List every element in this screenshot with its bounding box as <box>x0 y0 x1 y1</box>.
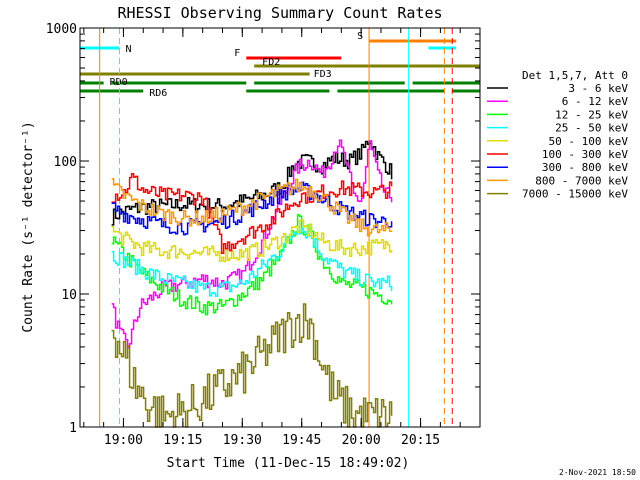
flag-label: S <box>357 31 363 42</box>
legend-label: 7000 - 15000 keV <box>522 188 628 201</box>
series-line <box>111 181 393 236</box>
series-line <box>111 139 393 349</box>
flag-label: N <box>125 44 131 55</box>
flag-label: FD2 <box>262 57 280 68</box>
x-axis-label: Start Time (11-Dec-15 18:49:02) <box>167 456 410 471</box>
footer-date: 2-Nov-2021 18:50 <box>559 468 636 477</box>
x-tick-label: 19:45 <box>282 433 321 448</box>
legend-title: Det 1,5,7, Att 0 <box>522 69 628 82</box>
x-tick-label: 19:00 <box>104 433 143 448</box>
x-tick-label: 19:15 <box>163 433 202 448</box>
plot-frame <box>79 27 481 428</box>
x-tick-label: 19:30 <box>223 433 262 448</box>
x-tick-label: 20:00 <box>342 433 381 448</box>
series-line <box>111 219 393 263</box>
y-axis: 1 10 100 1000 <box>46 22 480 436</box>
flag-label: FD3 <box>314 69 332 80</box>
legend-label: 800 - 7000 keV <box>535 174 628 187</box>
legend-label: 100 - 300 keV <box>542 148 628 161</box>
series-line <box>111 173 393 254</box>
legend-label: 50 - 100 keV <box>549 135 629 148</box>
flag-label: RD6 <box>149 88 167 99</box>
series-line <box>111 178 393 237</box>
chart-title: RHESSI Observing Summary Count Rates <box>117 4 442 22</box>
x-tick-label: 20:15 <box>401 433 440 448</box>
series-line <box>111 303 393 428</box>
legend-label: 6 - 12 keV <box>562 95 629 108</box>
flags-layer: N S F FD2 FD3 RD0 RD6 <box>79 31 480 99</box>
series-line <box>111 227 393 297</box>
x-axis: 19:00 19:15 19:30 19:45 20:00 20:15 <box>83 28 481 448</box>
flag-label: RD0 <box>110 77 128 88</box>
flag-label: F <box>234 48 240 59</box>
series-line <box>111 214 393 316</box>
legend-label: 12 - 25 keV <box>555 108 628 121</box>
legend-label: 25 - 50 keV <box>555 122 628 135</box>
series-layer <box>111 139 393 428</box>
y-tick-label: 10 <box>61 288 77 303</box>
legend-label: 3 - 6 keV <box>568 82 628 95</box>
y-tick-label: 1000 <box>46 22 77 37</box>
y-tick-label: 1 <box>69 421 77 436</box>
y-tick-label: 100 <box>54 155 77 170</box>
y-axis-label: Count Rate (s⁻¹ detector⁻¹) <box>21 121 36 332</box>
legend-label: 300 - 800 keV <box>542 161 628 174</box>
